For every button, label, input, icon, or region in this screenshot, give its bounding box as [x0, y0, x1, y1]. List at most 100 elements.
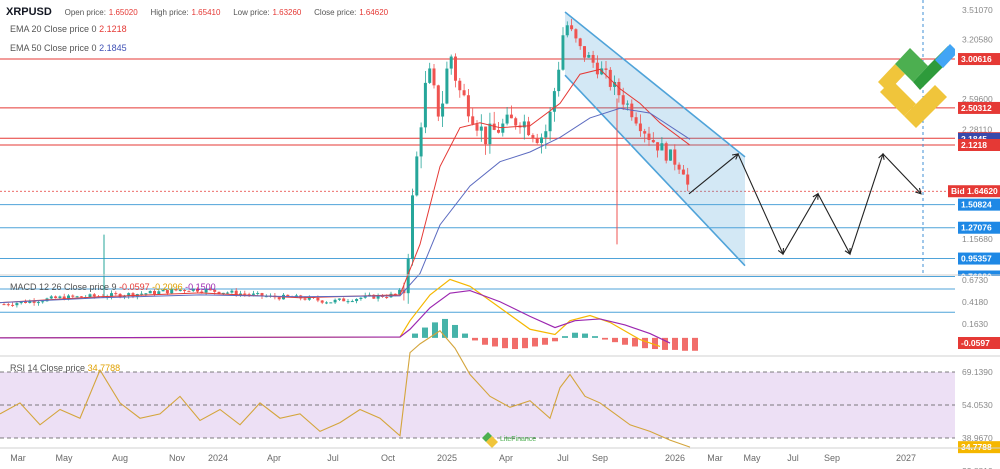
macd-bar	[442, 318, 448, 338]
candle-body	[183, 290, 187, 292]
candle-body	[638, 123, 642, 132]
candle-body	[221, 292, 225, 294]
candle-body	[174, 289, 178, 291]
macd-bar	[542, 337, 548, 345]
candle-body	[406, 258, 410, 294]
candle-body	[673, 149, 677, 165]
macd-bar	[562, 336, 568, 338]
candle-body	[677, 164, 681, 170]
candle-body	[656, 142, 660, 151]
projection-arrowhead	[812, 192, 819, 200]
macd-histogram	[412, 318, 698, 351]
rsi-line	[0, 330, 691, 448]
x-label: Apr	[499, 453, 513, 463]
candle-body	[32, 300, 36, 303]
candle-body	[234, 290, 238, 295]
candle-body	[226, 292, 230, 294]
macd-axis-ticks: 0.6730 0.4180 0.1630 -0.0597	[958, 275, 1000, 349]
candle-body	[552, 91, 556, 112]
ema20-legend[interactable]: EMA 20 Close price 0 2.1218	[10, 24, 127, 34]
rsi-tag: 34.7788	[961, 442, 992, 452]
candle-body	[114, 293, 118, 295]
projection-arrowhead	[777, 248, 785, 256]
candle-body	[565, 25, 569, 36]
rsi-legend[interactable]: RSI 14 Close price 34.7788	[10, 363, 120, 373]
macd-bar	[652, 337, 658, 350]
candle-body	[595, 62, 599, 75]
candle-body	[359, 297, 363, 299]
macd-bar	[672, 337, 678, 350]
rsi-label: RSI 14 Close price	[10, 363, 86, 373]
resistance-tag-bg	[958, 101, 1000, 114]
ema20-value: 2.1218	[99, 24, 127, 34]
support-tag-bg	[958, 198, 1000, 211]
candle-body	[613, 81, 617, 87]
candle-body	[178, 290, 182, 292]
projection-arrowhead	[844, 248, 851, 256]
candle-body	[58, 296, 62, 299]
channel-upper	[564, 11, 746, 158]
candle-body	[651, 139, 655, 143]
macd-bar	[582, 333, 588, 338]
rsi-path	[0, 330, 691, 448]
macd-bar	[642, 337, 648, 349]
close-label: Close price:	[314, 8, 357, 17]
macd-legend[interactable]: MACD 12 26 Close price 9 -0.0597 -0.2096…	[10, 282, 216, 292]
price-axis-ticks: 3.51070 3.20580 2.59600 2.28110 1.15680	[962, 5, 993, 244]
candle-body	[247, 294, 251, 296]
x-label: Mar	[707, 453, 723, 463]
candle-body	[286, 294, 290, 297]
rsi-panel[interactable]: LiteFinance	[0, 330, 955, 448]
candle-body	[230, 290, 234, 293]
macd-tag-bg	[958, 337, 1000, 349]
candle-body	[67, 295, 70, 300]
macd-panel[interactable]	[0, 278, 698, 351]
open-value: 1.65020	[108, 8, 138, 17]
macd-bar	[452, 324, 458, 338]
candle-body	[587, 54, 591, 58]
rsi-axis-ticks: 69.1390 54.0530 38.9670 23.8810 34.7788	[958, 367, 1000, 469]
price-tick: 3.20580	[962, 35, 993, 45]
candle-body	[591, 54, 595, 63]
candle-body	[505, 114, 509, 124]
candle-body	[243, 293, 247, 295]
price-axis: 3.51070 3.20580 2.59600 2.28110 1.15680 3.00…	[948, 0, 1000, 319]
macd-bar	[532, 337, 538, 347]
symbol-name: XRPUSD	[6, 6, 52, 18]
rsi-tick: 38.9670	[962, 433, 993, 443]
projection-path	[688, 152, 922, 256]
resistance-tag: 3.00616	[961, 54, 992, 64]
candle-body	[187, 290, 191, 292]
macd-bar	[462, 333, 468, 338]
macd-line	[0, 289, 671, 344]
candle-body	[239, 293, 242, 295]
macd-bar	[412, 333, 418, 338]
candle-body	[346, 301, 350, 303]
candle-body	[303, 298, 307, 300]
candle-body	[479, 126, 483, 131]
macd-label: MACD 12 26 Close price 9	[10, 282, 117, 292]
candle-body	[157, 291, 161, 295]
ema-lines	[0, 68, 691, 304]
macd-tick: 0.1630	[962, 319, 988, 329]
macd-tag: -0.0597	[961, 338, 990, 348]
candle-body	[337, 298, 341, 300]
candle-body	[436, 85, 440, 117]
candle-body	[49, 296, 53, 299]
candle-body	[398, 289, 402, 295]
candle-body	[617, 81, 621, 96]
candle-body	[208, 289, 212, 291]
candle-body	[626, 103, 629, 105]
candle-body	[277, 297, 281, 300]
candle-body	[634, 117, 638, 124]
candle-body	[372, 294, 376, 299]
price-panel[interactable]	[0, 0, 958, 313]
macd-bar	[632, 337, 638, 347]
candle-body	[660, 143, 664, 151]
candle-body	[492, 123, 496, 130]
ema20-label: EMA 20 Close price 0	[10, 24, 97, 34]
macd-bar	[612, 337, 618, 343]
ema50-legend[interactable]: EMA 50 Close price 0 2.1845	[10, 43, 127, 53]
candle-body	[428, 68, 432, 83]
